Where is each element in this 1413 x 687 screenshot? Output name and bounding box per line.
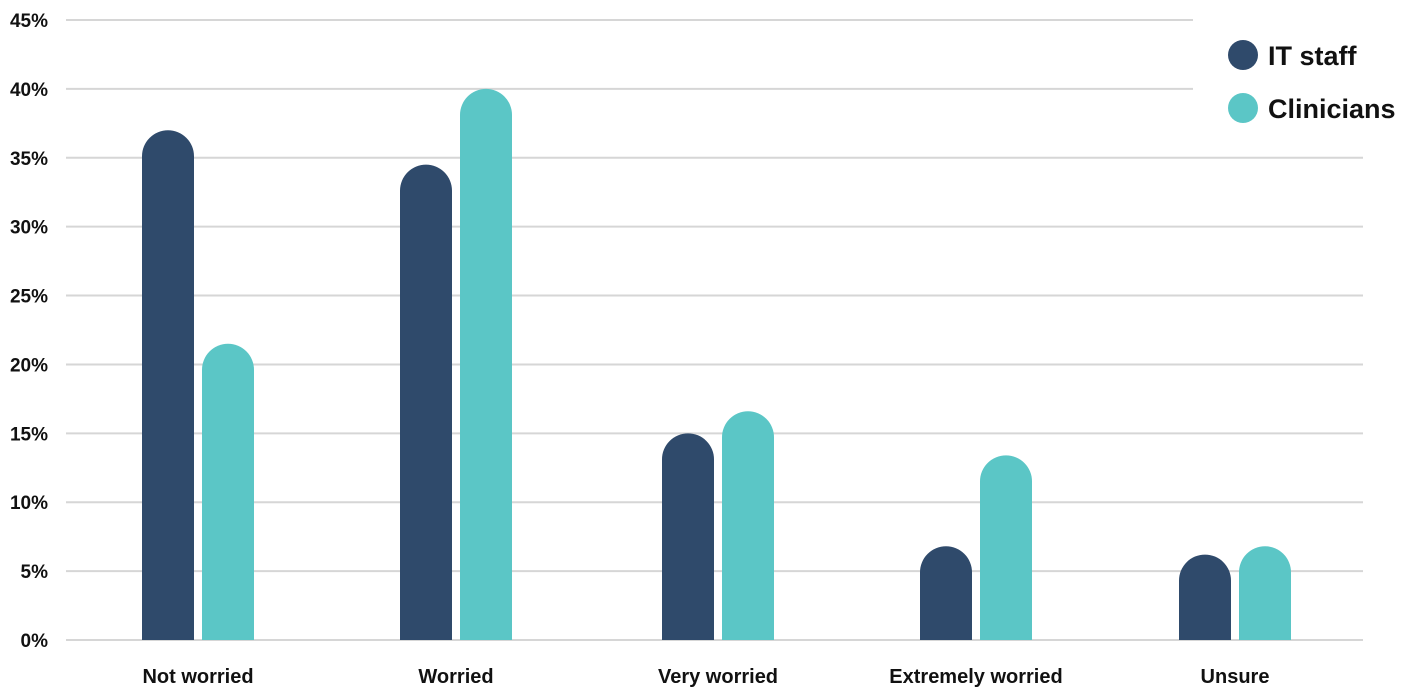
y-tick-label: 45% (10, 11, 48, 32)
x-axis: Not worried Worried Very worried Extremely … (142, 666, 1269, 687)
bar-clinicians-very-worried (722, 411, 774, 640)
bar-clinicians-extremely-worried (980, 455, 1032, 640)
x-tick-label: Unsure (1201, 666, 1270, 687)
bar-clinicians-worried (460, 88, 512, 640)
x-tick-label: Not worried (142, 666, 253, 687)
x-tick-label: Very worried (658, 666, 778, 687)
bar-clinicians-unsure (1239, 546, 1291, 640)
y-axis: 0% 5% 10% 15% 20% 25% 30% 35% 40% 45% (10, 11, 48, 652)
y-tick-label: 0% (21, 631, 49, 652)
legend-label-clinicians: Clinicians (1268, 94, 1396, 124)
y-tick-label: 10% (10, 493, 48, 514)
y-tick-label: 15% (10, 424, 48, 445)
legend-swatch-it-staff (1228, 40, 1258, 70)
bar-clinicians-not-worried (202, 343, 254, 640)
y-tick-label: 35% (10, 149, 48, 170)
bar-it-staff-extremely-worried (920, 546, 972, 640)
y-tick-label: 20% (10, 355, 48, 376)
y-tick-label: 25% (10, 287, 48, 308)
bar-it-staff-very-worried (662, 433, 714, 640)
gridlines (66, 19, 1363, 641)
bar-it-staff-unsure (1179, 554, 1231, 640)
bar-it-staff-worried (400, 164, 452, 640)
legend-label-it-staff: IT staff (1268, 41, 1358, 71)
y-tick-label: 5% (21, 562, 49, 583)
y-tick-label: 30% (10, 218, 48, 239)
bar-it-staff-not-worried (142, 130, 194, 640)
x-tick-label: Worried (418, 666, 493, 687)
legend: IT staff Clinicians (1228, 40, 1396, 124)
bars (142, 88, 1291, 640)
x-tick-label: Extremely worried (889, 666, 1062, 687)
legend-swatch-clinicians (1228, 93, 1258, 123)
y-tick-label: 40% (10, 80, 48, 101)
